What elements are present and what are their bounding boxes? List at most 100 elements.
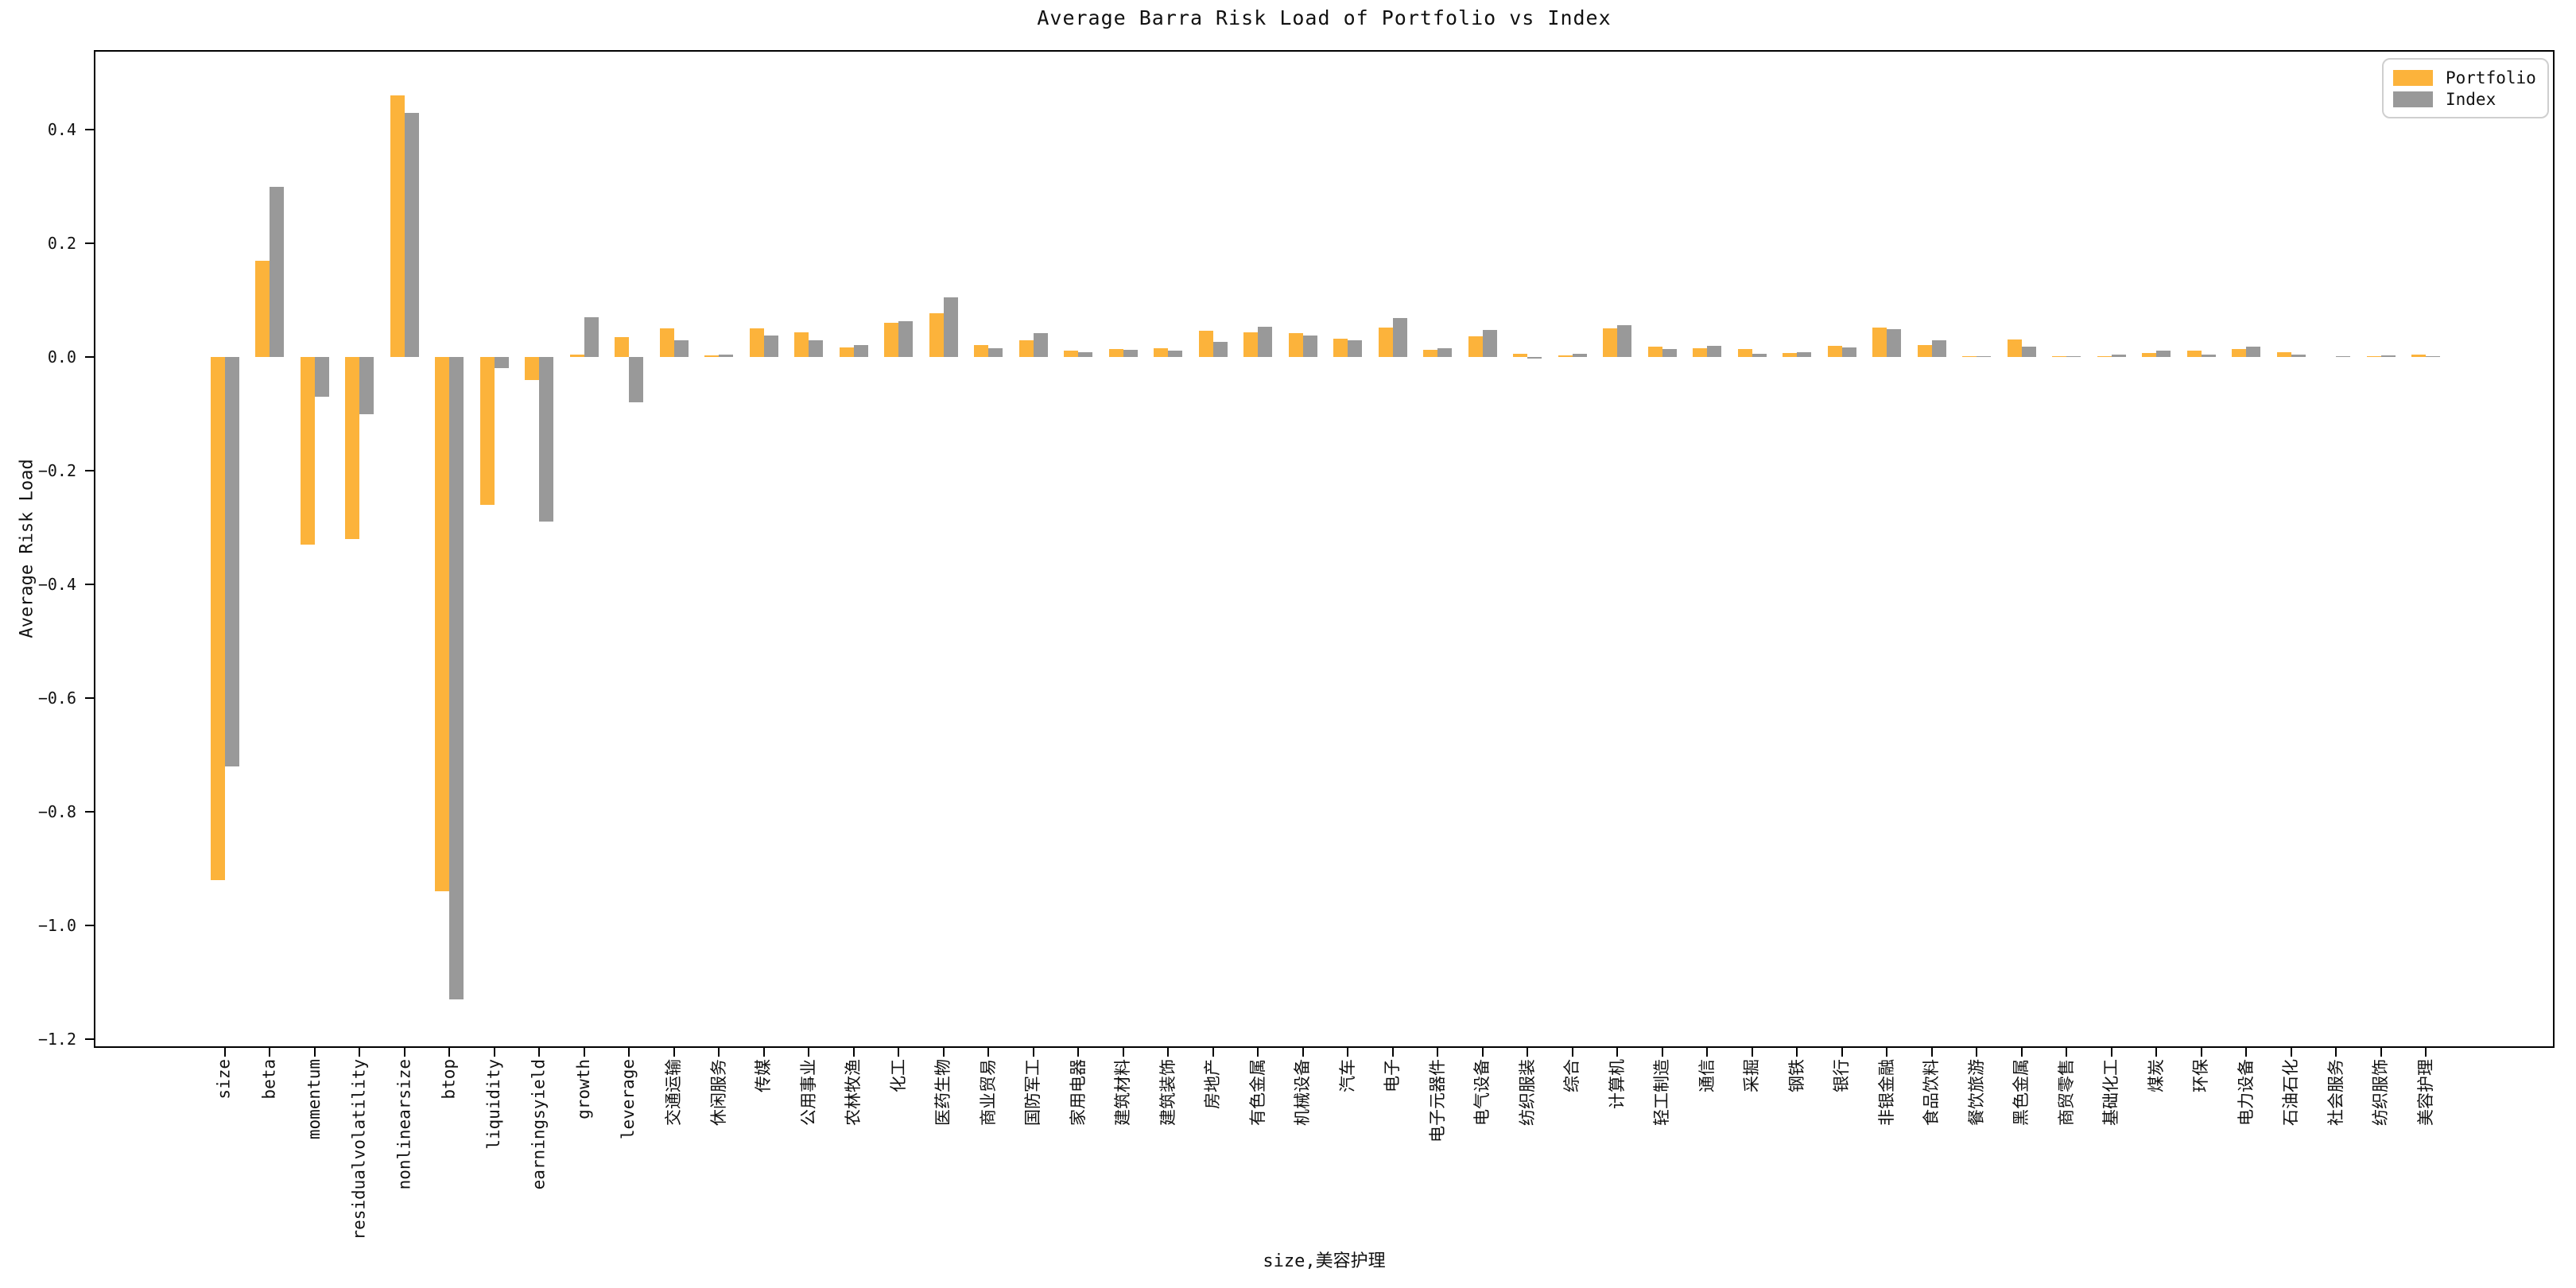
bar-index-煤炭: [2156, 351, 2171, 358]
bar-portfolio-商业贸易: [974, 345, 988, 358]
bar-index-社会服务: [2336, 355, 2350, 358]
bar-portfolio-环保: [2186, 351, 2202, 358]
bar-portfolio-btop: [435, 357, 449, 892]
x-tick-label-text: 家用电器: [1068, 1059, 1088, 1126]
bar-index-电力设备: [2246, 347, 2260, 358]
y-axis-label: Average Risk Load: [17, 459, 37, 638]
bar-index-环保: [2201, 355, 2216, 358]
bar-portfolio-电气设备: [1468, 336, 1483, 358]
x-tick-label-text: 环保: [2191, 1059, 2210, 1092]
bar-portfolio-size: [210, 357, 225, 880]
x-tick-label-text: 餐饮旅游: [1966, 1059, 1986, 1126]
x-tick-mark: [2066, 1048, 2067, 1057]
x-tick-mark: [1077, 1048, 1079, 1057]
bar-index-residualvolatility: [359, 357, 374, 414]
x-tick-label-text: beta: [259, 1059, 279, 1100]
bar-portfolio-非银金融: [1872, 327, 1887, 358]
x-tick-mark: [2245, 1048, 2247, 1057]
y-tick-mark: [85, 356, 94, 359]
bar-portfolio-纺织服装: [1513, 353, 1527, 358]
bar-portfolio-growth: [569, 354, 584, 358]
bar-portfolio-通信: [1693, 348, 1707, 358]
bar-portfolio-化工: [884, 323, 898, 358]
plot-area: [94, 50, 2555, 1048]
bar-portfolio-电力设备: [2232, 349, 2246, 358]
x-tick-label-text: leverage: [619, 1059, 638, 1140]
x-tick-mark: [2380, 1048, 2382, 1057]
bar-index-纺织服饰: [2380, 355, 2396, 358]
portfolio-swatch-icon: [2393, 69, 2433, 86]
bar-portfolio-建筑材料: [1108, 349, 1123, 358]
bar-index-银行: [1841, 347, 1856, 358]
x-tick-label-text: 商业贸易: [978, 1059, 998, 1126]
x-tick-mark: [1841, 1048, 1843, 1057]
bar-portfolio-momentum: [300, 357, 315, 545]
bar-portfolio-有色金属: [1243, 332, 1258, 358]
x-tick-label-text: 煤炭: [2146, 1059, 2166, 1092]
bar-index-商业贸易: [988, 348, 1003, 358]
bar-index-电子: [1392, 318, 1407, 358]
x-tick-label-text: 国防军工: [1023, 1059, 1042, 1126]
bar-portfolio-综合: [1558, 355, 1573, 358]
x-tick-mark: [1437, 1048, 1438, 1057]
bar-index-beta: [270, 186, 284, 358]
x-tick-mark: [1122, 1048, 1124, 1057]
bar-index-钢铁: [1797, 352, 1811, 358]
bar-portfolio-交通运输: [659, 328, 674, 358]
x-tick-mark: [1976, 1048, 1977, 1057]
bar-portfolio-纺织服饰: [2366, 356, 2381, 358]
x-tick-label-text: 银行: [1832, 1059, 1851, 1092]
x-tick-mark: [493, 1048, 495, 1057]
x-tick-mark: [673, 1048, 675, 1057]
y-tick-label: 0.0: [47, 347, 76, 367]
x-tick-label-text: 汽车: [1337, 1059, 1357, 1092]
bar-index-通信: [1707, 345, 1721, 358]
bar-index-黑色金属: [2021, 346, 2036, 358]
bar-portfolio-食品饮料: [1917, 345, 1932, 358]
bar-portfolio-传媒: [749, 328, 764, 358]
bar-index-家用电器: [1078, 351, 1092, 358]
bar-index-nonlinearsize: [404, 112, 419, 358]
x-tick-label-text: 基础化工: [2101, 1059, 2120, 1126]
x-tick-mark: [628, 1048, 630, 1057]
y-tick-mark: [85, 470, 94, 472]
bar-index-休闲服务: [719, 354, 733, 358]
x-tick-mark: [808, 1048, 809, 1057]
bar-portfolio-采掘: [1737, 349, 1752, 358]
x-tick-mark: [1661, 1048, 1663, 1057]
bar-portfolio-黑色金属: [2007, 339, 2022, 358]
bar-portfolio-liquidity: [479, 357, 495, 505]
bar-portfolio-电子元器件: [1423, 349, 1437, 358]
x-tick-mark: [1167, 1048, 1169, 1057]
bar-index-交通运输: [673, 339, 689, 358]
x-tick-label-text: liquidity: [484, 1059, 503, 1150]
x-tick-label-text: 机械设备: [1293, 1059, 1312, 1126]
x-tick-label-text: 建筑装饰: [1158, 1059, 1177, 1126]
bar-portfolio-家用电器: [1064, 351, 1078, 358]
x-tick-label-text: 休闲服务: [708, 1059, 728, 1126]
y-tick-label: −0.8: [37, 802, 76, 822]
bar-index-综合: [1572, 353, 1587, 358]
legend: Portfolio Index: [2382, 58, 2549, 118]
bar-index-轻工制造: [1662, 349, 1677, 358]
x-tick-mark: [762, 1048, 765, 1057]
bar-index-食品饮料: [1931, 340, 1946, 358]
x-tick-label-text: 社会服务: [2326, 1059, 2345, 1126]
x-tick-label-text: 公用事业: [798, 1059, 818, 1126]
bar-index-化工: [898, 321, 913, 358]
bar-index-商贸零售: [2066, 356, 2081, 358]
x-tick-mark: [2155, 1048, 2157, 1057]
bar-index-国防军工: [1033, 333, 1048, 358]
x-tick-mark: [1751, 1048, 1753, 1057]
x-tick-mark: [2110, 1048, 2112, 1057]
x-tick-mark: [1347, 1048, 1348, 1057]
x-tick-mark: [1930, 1048, 1933, 1057]
x-tick-label-text: growth: [574, 1059, 593, 1119]
x-tick-mark: [1796, 1048, 1798, 1057]
bar-index-纺织服装: [1527, 357, 1542, 359]
bar-portfolio-residualvolatility: [345, 357, 359, 539]
x-tick-mark: [448, 1048, 450, 1057]
x-tick-label-text: 纺织服装: [1517, 1059, 1537, 1126]
x-tick-mark: [1391, 1048, 1394, 1057]
